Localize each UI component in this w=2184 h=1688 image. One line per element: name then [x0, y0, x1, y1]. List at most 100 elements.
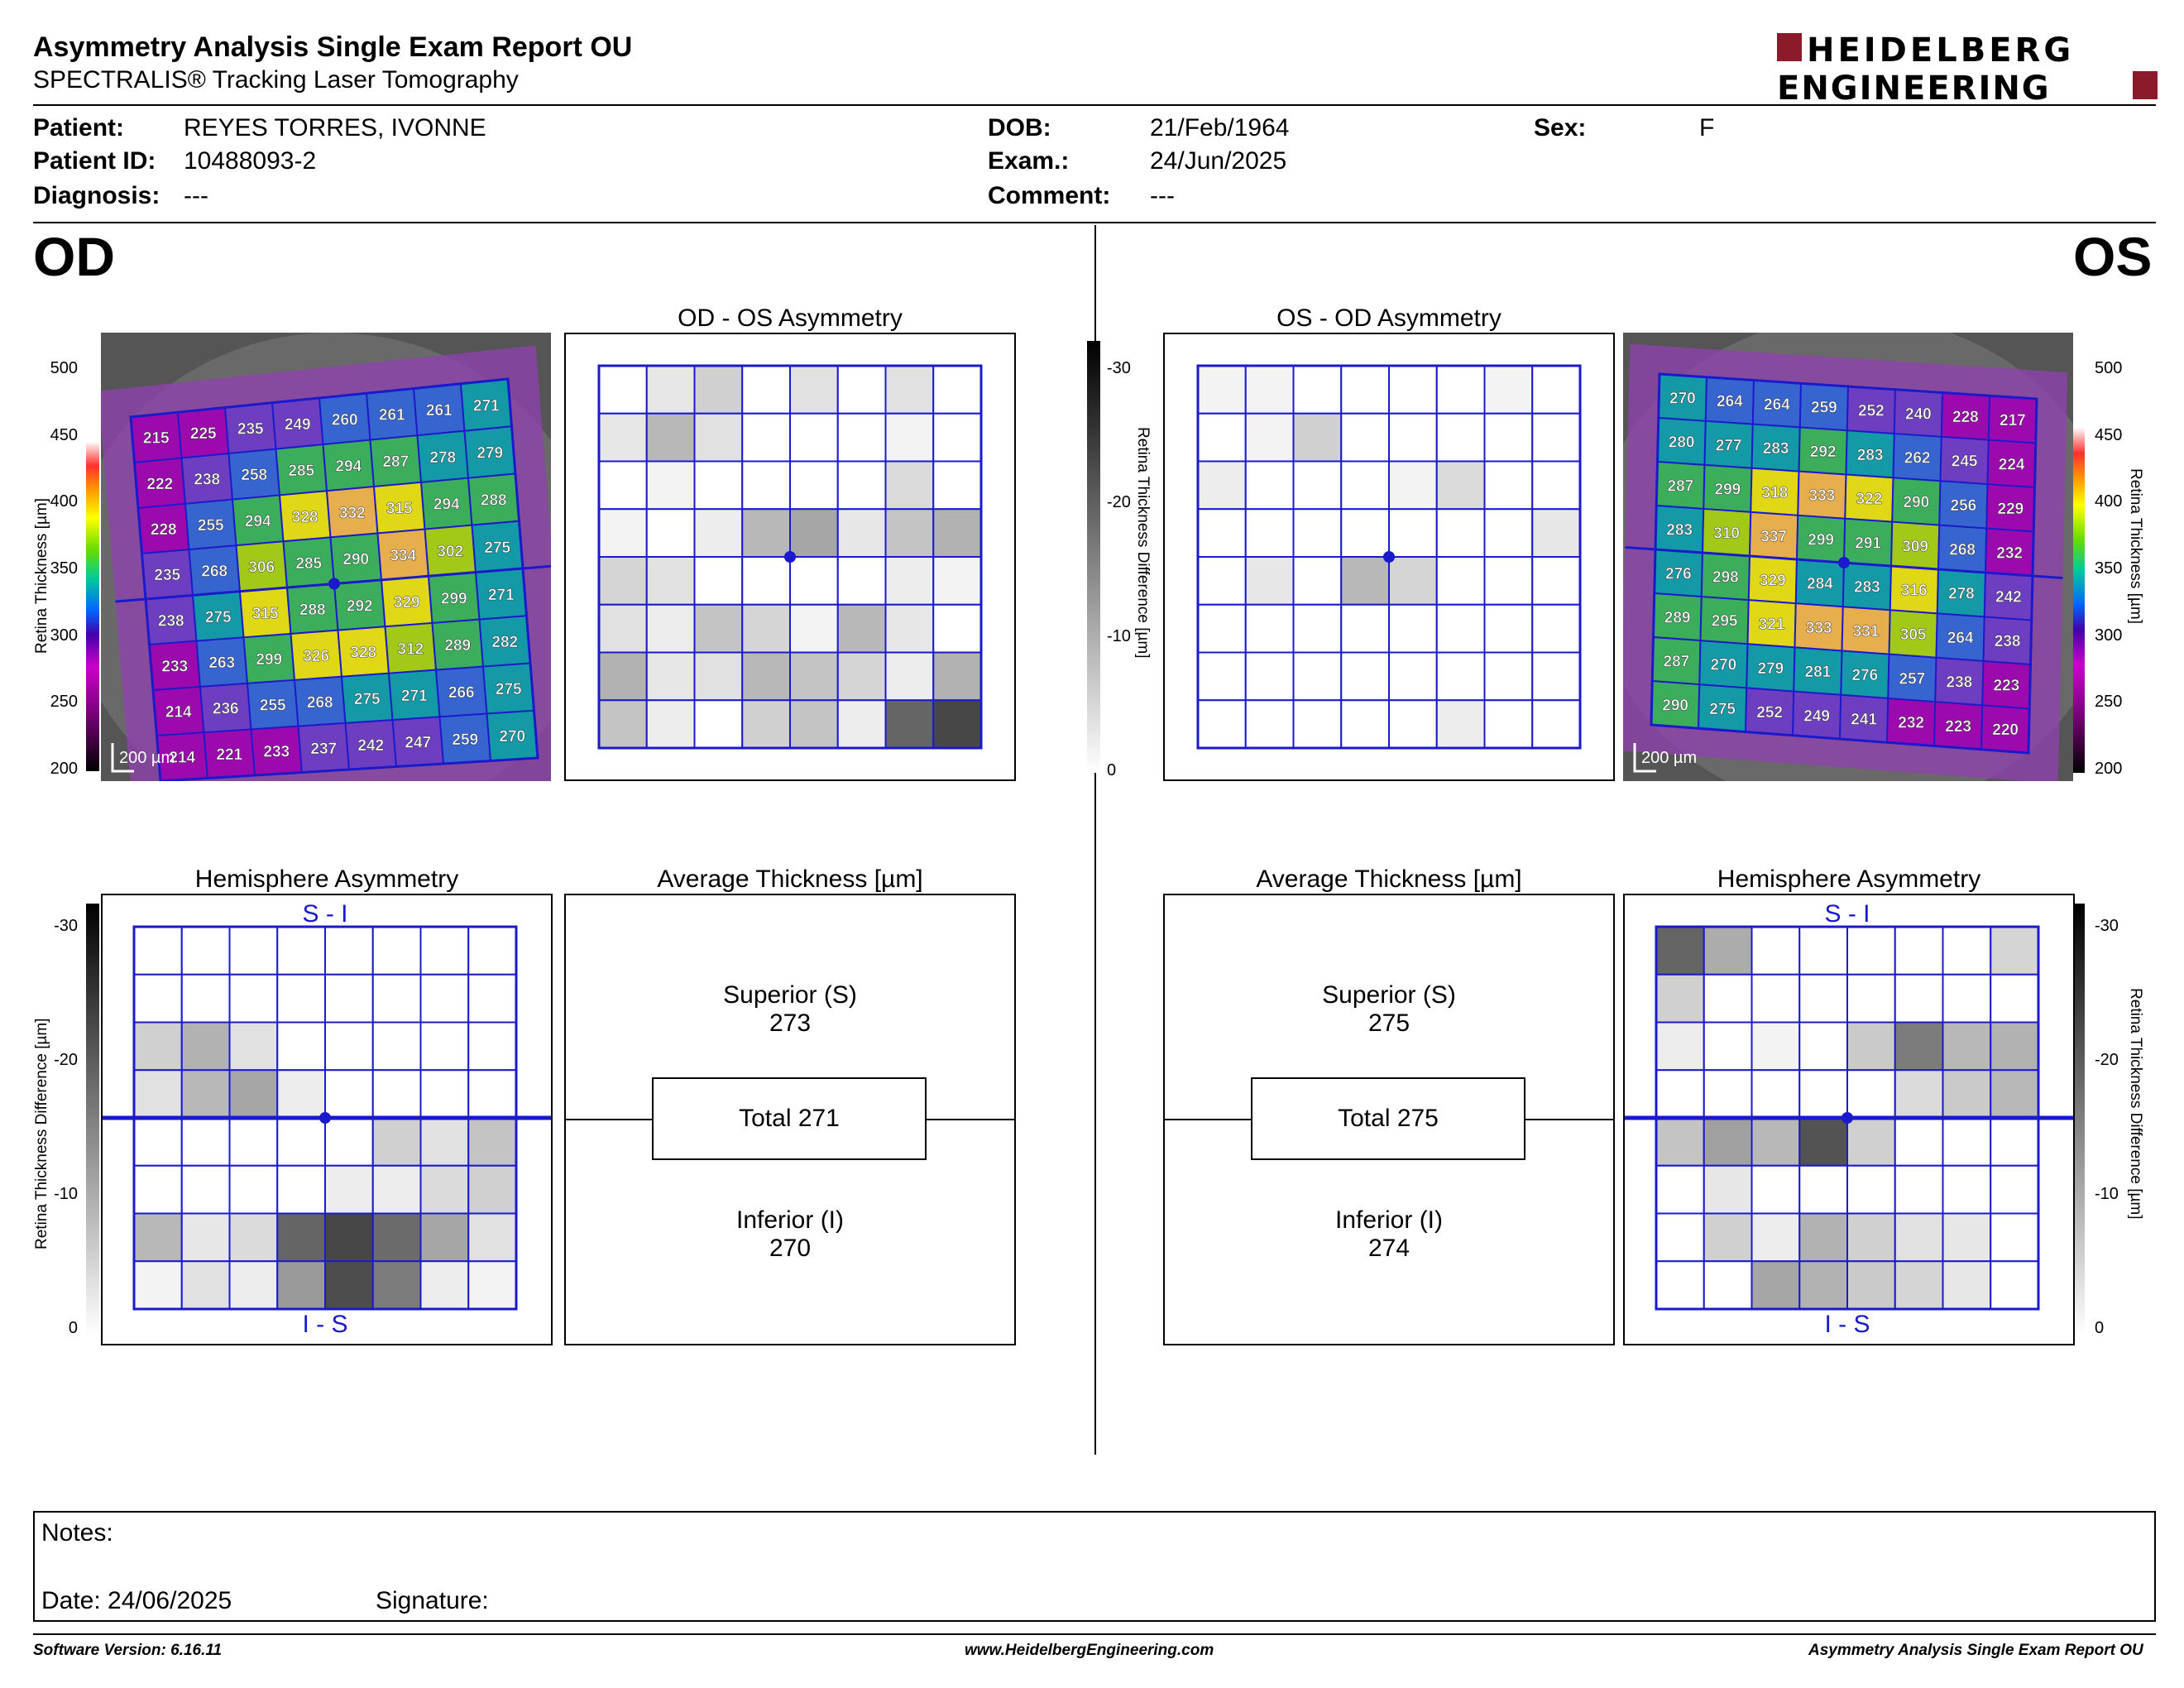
od-os-asymmetry-cell [693, 556, 744, 606]
od-thickness-value: 306 [248, 559, 275, 577]
website-link[interactable]: www.HeidelbergEngineering.com [965, 1642, 1214, 1659]
od-os-asymmetry-cell [741, 699, 791, 749]
od-thickness-value: 299 [256, 651, 282, 669]
os-od-asymmetry-cell [1197, 603, 1247, 654]
hemisphere-os-cell [1798, 1021, 1848, 1072]
od-thickness-value: 328 [292, 509, 318, 526]
patient-name: REYES TORRES, IVONNE [184, 114, 486, 141]
os-thickness-value: 284 [1807, 576, 1833, 593]
hemisphere-od-cell [467, 1069, 517, 1119]
os-thickness-value: 310 [1713, 525, 1740, 542]
os-thickness-value: 290 [1904, 494, 1930, 511]
os-od-asymmetry-cell [1435, 699, 1486, 749]
hemisphere-od-cell [180, 1021, 231, 1072]
hemisphere-od-cell [467, 1164, 517, 1215]
os-thickness-value: 316 [1901, 583, 1928, 600]
hemisphere-od-cell [133, 973, 183, 1024]
eye-label-od: OD [33, 226, 115, 287]
hemisphere-os-cell [1751, 973, 1801, 1024]
hemisphere-od-cell [276, 1260, 326, 1310]
os-od-asymmetry-cell [1197, 365, 1247, 415]
thickness-os-tick: 250 [2095, 693, 2123, 712]
os-thickness-value: 289 [1664, 610, 1691, 627]
average-thickness-panel-os: Superior (S) 275 Total 275 Inferior (I) … [1163, 894, 1615, 1345]
os-od-asymmetry-cell [1435, 508, 1486, 558]
hemisphere-os-cell [1703, 1260, 1753, 1310]
od-os-asymmetry-cell [789, 460, 839, 511]
od-thickness-value: 287 [382, 453, 409, 471]
od-thickness-value: 326 [303, 648, 329, 665]
difference-od-tick: -30 [54, 917, 78, 935]
center-divider [1094, 225, 1096, 1455]
thickness-axis-label-os: Retina Thickness [µm] [2127, 468, 2144, 624]
hemisphere-os-cell [1942, 1021, 1992, 1072]
hemisphere-os-cell [1703, 1069, 1753, 1119]
hemisphere-os-cell [1846, 1117, 1896, 1167]
hemisphere-od-cell [276, 1069, 326, 1119]
os-thickness-value: 333 [1809, 487, 1836, 505]
hemisphere-os-cell [1703, 1021, 1753, 1072]
os-thickness-value: 322 [1856, 491, 1883, 508]
os-od-asymmetry-cell [1197, 699, 1247, 749]
os-od-asymmetry-cell [1531, 460, 1581, 511]
od-os-asymmetry-cell [932, 508, 982, 558]
os-od-asymmetry-cell [1340, 508, 1390, 558]
od-os-asymmetry-cell [884, 699, 935, 749]
patient-id-label: Patient ID: [33, 147, 156, 175]
os-od-asymmetry-panel [1163, 333, 1615, 781]
os-thickness-value: 287 [1664, 654, 1690, 671]
od-os-asymmetry-cell [884, 556, 935, 606]
hemisphere-od-bottom-label: I - S [302, 1311, 347, 1338]
hemisphere-od-cell [228, 926, 279, 976]
od-thickness-value: 315 [252, 605, 279, 622]
difference-top-tick: -30 [1107, 359, 1131, 377]
od-os-asymmetry-cell [836, 412, 887, 463]
comment-label: Comment: [988, 182, 1111, 209]
od-thickness-value: 275 [484, 539, 510, 557]
os-thickness-value: 257 [1899, 670, 1926, 688]
od-os-asymmetry-cell [932, 556, 982, 606]
hemisphere-od-cell [419, 926, 470, 976]
os-thickness-value: 292 [1810, 444, 1837, 461]
os-od-asymmetry-fovea-marker [1383, 551, 1395, 563]
thickness-od-tick: 450 [50, 425, 78, 444]
hemisphere-os-cell [1655, 1117, 1705, 1167]
hemisphere-os-bottom-label: I - S [1824, 1311, 1870, 1338]
os-od-asymmetry-cell [1244, 365, 1295, 415]
os-od-asymmetry-cell [1435, 651, 1486, 702]
od-os-asymmetry-cell [645, 460, 696, 511]
hemisphere-os-cell [1894, 973, 1944, 1024]
os-od-asymmetry-cell [1340, 699, 1390, 749]
hemisphere-od-cell [467, 1260, 517, 1310]
date-label: Date: 24/06/2025 [41, 1587, 232, 1614]
os-thickness-value: 264 [1764, 396, 1790, 414]
os-thickness-value: 241 [1851, 711, 1877, 728]
notes-box[interactable]: Notes: Date: 24/06/2025 Signature: [33, 1511, 2156, 1622]
od-os-asymmetry-cell [789, 508, 839, 558]
os-thickness-value: 259 [1811, 400, 1837, 417]
od-thickness-value: 294 [335, 458, 362, 476]
os-thickness-value: 238 [1947, 674, 1973, 692]
difference-colorbar-od [86, 904, 99, 1336]
od-os-asymmetry-cell [598, 699, 648, 749]
od-os-asymmetry-cell [932, 365, 982, 415]
os-od-asymmetry-cell [1197, 556, 1247, 606]
os-od-asymmetry-cell [1531, 603, 1581, 654]
os-od-asymmetry-cell [1531, 365, 1581, 415]
hemisphere-od-cell [467, 1117, 517, 1167]
od-thickness-value: 255 [260, 698, 286, 715]
hemisphere-od-cell [228, 1260, 279, 1310]
os-thickness-value: 278 [1948, 586, 1975, 603]
hemisphere-os-cell [1703, 1164, 1753, 1215]
od-os-asymmetry-cell [741, 412, 791, 463]
od-os-asymmetry-cell [645, 508, 696, 558]
od-os-asymmetry-cell [836, 651, 887, 702]
os-thickness-value: 238 [1995, 633, 2021, 650]
os-od-asymmetry-cell [1483, 460, 1534, 511]
inferior-value-od: 270 [769, 1235, 812, 1262]
thickness-os-tick: 300 [2095, 626, 2123, 645]
diagnosis-label: Diagnosis: [33, 182, 160, 209]
od-os-asymmetry-cell [598, 412, 648, 463]
hemisphere-os-cell [1942, 1164, 1992, 1215]
od-os-asymmetry-cell [741, 651, 791, 702]
